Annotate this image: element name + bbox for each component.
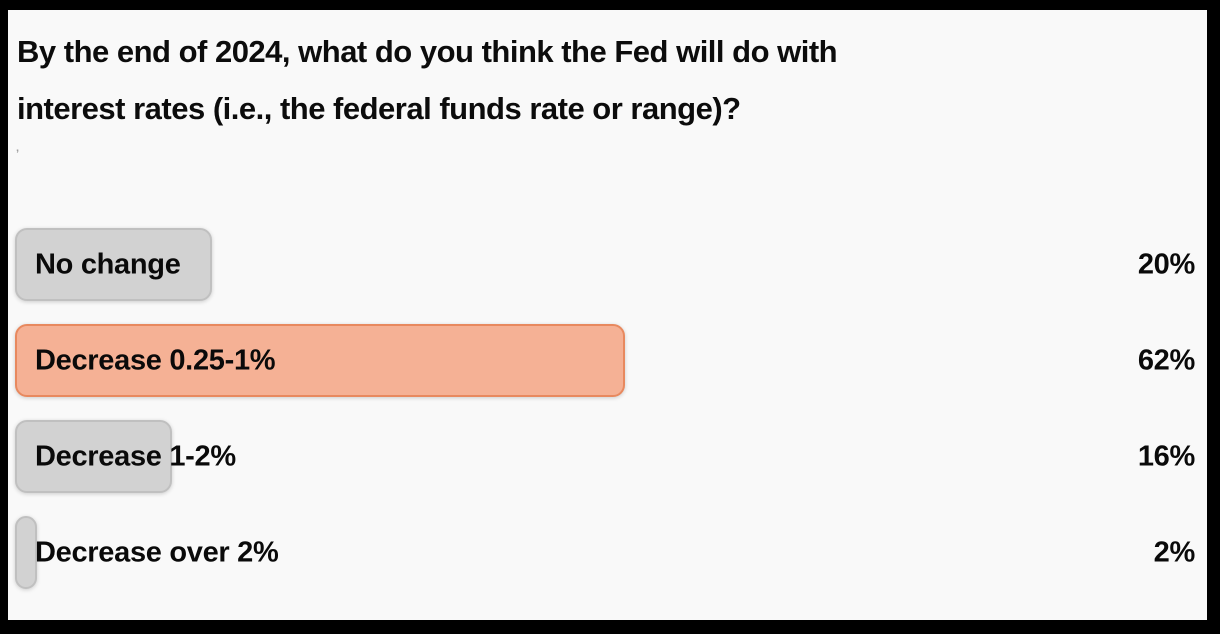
poll-option-row: Decrease 0.25-1% 62% bbox=[15, 324, 1207, 397]
poll-options-list: No change 20% Decrease 0.25-1% 62% Decre… bbox=[15, 228, 1207, 612]
poll-option-bar[interactable] bbox=[15, 516, 37, 589]
poll-option-bar[interactable] bbox=[15, 324, 626, 397]
poll-question-line-1: By the end of 2024, what do you think th… bbox=[17, 34, 838, 69]
poll-option-label: Decrease 1-2% bbox=[35, 440, 236, 472]
poll-option-row: Decrease over 2% 2% bbox=[15, 516, 1207, 589]
poll-option-label: Decrease 0.25-1% bbox=[35, 344, 276, 376]
stray-mark: ’ bbox=[16, 148, 20, 160]
poll-results-panel: By the end of 2024, what do you think th… bbox=[8, 10, 1207, 620]
poll-option-bar[interactable] bbox=[15, 420, 173, 493]
poll-question-line-2: interest rates (i.e., the federal funds … bbox=[17, 91, 741, 126]
poll-option-label: Decrease over 2% bbox=[35, 536, 279, 568]
poll-option-row: Decrease 1-2% 16% bbox=[15, 420, 1207, 493]
poll-question: By the end of 2024, what do you think th… bbox=[17, 23, 838, 137]
poll-option-row: No change 20% bbox=[15, 228, 1207, 301]
poll-option-label: No change bbox=[35, 248, 181, 280]
poll-option-percentage: 20% bbox=[1137, 248, 1195, 280]
poll-option-percentage: 62% bbox=[1137, 344, 1195, 376]
poll-option-percentage: 16% bbox=[1137, 440, 1195, 472]
poll-option-bar[interactable] bbox=[15, 228, 212, 301]
poll-option-percentage: 2% bbox=[1153, 536, 1196, 568]
